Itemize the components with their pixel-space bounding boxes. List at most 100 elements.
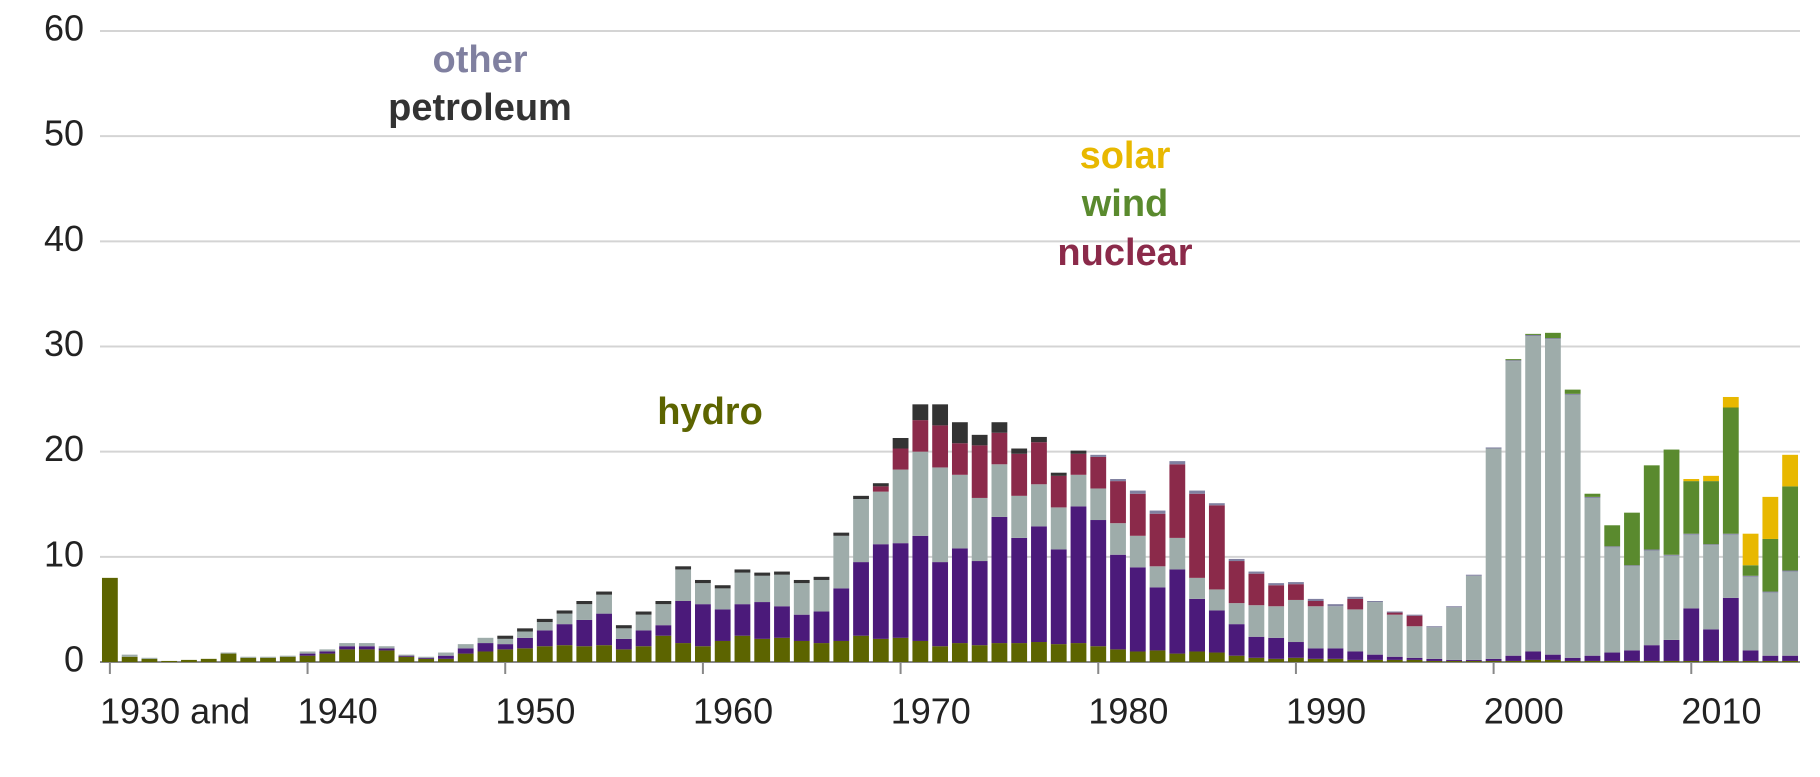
bar-segment xyxy=(438,656,454,659)
bar-segment xyxy=(1150,514,1166,567)
x-tick-label: 1990 xyxy=(1286,691,1366,732)
bar-segment xyxy=(1268,606,1284,638)
bar-segment xyxy=(319,654,335,662)
bar-segment xyxy=(557,614,573,625)
bar-segment xyxy=(1031,642,1047,662)
bar-segment xyxy=(1486,447,1502,448)
bar-segment xyxy=(557,610,573,613)
bar-segment xyxy=(1347,651,1363,659)
bar-segment xyxy=(359,649,375,662)
bar-segment xyxy=(1565,661,1581,662)
bar-segment xyxy=(1525,660,1541,662)
bar-segment xyxy=(1505,661,1521,662)
bar-segment xyxy=(1624,650,1640,661)
bar-segment xyxy=(1090,646,1106,662)
bar-segment xyxy=(438,659,454,662)
bar-segment xyxy=(1209,589,1225,610)
bar-segment xyxy=(794,580,810,583)
bar-segment xyxy=(1110,479,1126,481)
bar-segment xyxy=(379,650,395,662)
bar-segment xyxy=(636,646,652,662)
bar-segment xyxy=(735,573,751,605)
bar-segment xyxy=(517,628,533,631)
bar-segment xyxy=(992,464,1008,517)
bar-segment xyxy=(1387,657,1403,660)
bar-segment xyxy=(1426,659,1442,661)
bar-segment xyxy=(1683,481,1699,534)
bar-segment xyxy=(418,659,434,662)
bar-segment xyxy=(833,641,849,662)
bar-segment xyxy=(1248,605,1264,637)
bar-segment xyxy=(873,544,889,639)
series-label: solar xyxy=(1080,135,1171,177)
bar-segment xyxy=(1723,598,1739,661)
bar-segment xyxy=(1090,457,1106,489)
bar-segment xyxy=(972,435,988,446)
bar-segment xyxy=(1446,660,1462,661)
bar-segment xyxy=(1525,335,1541,336)
bar-segment xyxy=(438,653,454,656)
bar-segment xyxy=(240,657,256,658)
bar-segment xyxy=(1169,538,1185,570)
bar-segment xyxy=(1782,455,1798,487)
bar-segment xyxy=(1308,601,1324,606)
bar-segment xyxy=(517,648,533,662)
bar-segment xyxy=(1505,360,1521,361)
bar-segment xyxy=(1387,660,1403,662)
bar-segment xyxy=(873,486,889,491)
bar-segment xyxy=(1347,597,1363,599)
bar-segment xyxy=(1011,449,1027,454)
bar-segment xyxy=(1071,475,1087,507)
bar-segment xyxy=(1367,602,1383,655)
bar-segment xyxy=(576,620,592,646)
x-tick-label: 1960 xyxy=(693,691,773,732)
bar-segment xyxy=(596,595,612,614)
x-tick-label: 1970 xyxy=(891,691,971,732)
bar-segment xyxy=(122,657,138,662)
bar-segment xyxy=(814,580,830,612)
bar-segment xyxy=(1288,658,1304,662)
bar-segment xyxy=(715,609,731,641)
bar-segment xyxy=(1328,606,1344,648)
bar-segment xyxy=(1110,555,1126,650)
bar-segment xyxy=(754,576,770,602)
bar-segment xyxy=(1031,484,1047,526)
bar-segment xyxy=(695,604,711,646)
bar-segment xyxy=(1288,582,1304,584)
bar-segment xyxy=(1051,644,1067,662)
bar-segment xyxy=(833,533,849,536)
y-tick-label: 50 xyxy=(44,113,84,154)
bar-segment xyxy=(695,583,711,604)
bar-segment xyxy=(1683,661,1699,662)
series-label: hydro xyxy=(657,391,763,433)
bar-segment xyxy=(1565,395,1581,658)
x-tick-label: 2010 xyxy=(1681,691,1761,732)
bar-segment xyxy=(1150,566,1166,587)
bar-segment xyxy=(1387,615,1403,657)
bar-segment xyxy=(418,658,434,659)
bar-segment xyxy=(655,604,671,625)
bar-segment xyxy=(260,658,276,662)
bar-segment xyxy=(1762,539,1778,592)
bar-segment xyxy=(1248,574,1264,606)
bar-segment xyxy=(636,612,652,615)
y-tick-label: 30 xyxy=(44,323,84,364)
y-tick-label: 40 xyxy=(44,218,84,259)
bar-segment xyxy=(1585,656,1601,661)
bar-segment xyxy=(1189,494,1205,578)
bar-segment xyxy=(1703,481,1719,544)
bar-segment xyxy=(1387,613,1403,615)
bar-segment xyxy=(497,649,513,662)
bar-segment xyxy=(1288,600,1304,642)
bar-segment xyxy=(1664,450,1680,555)
x-tick-label: 1950 xyxy=(495,691,575,732)
bar-segment xyxy=(1090,488,1106,520)
bar-segment xyxy=(715,588,731,609)
bar-segment xyxy=(1723,397,1739,408)
bar-segment xyxy=(517,632,533,638)
bar-segment xyxy=(1268,583,1284,585)
bar-segment xyxy=(1585,661,1601,662)
bar-segment xyxy=(616,625,632,628)
bar-segment xyxy=(1782,571,1798,572)
bar-segment xyxy=(1209,653,1225,662)
